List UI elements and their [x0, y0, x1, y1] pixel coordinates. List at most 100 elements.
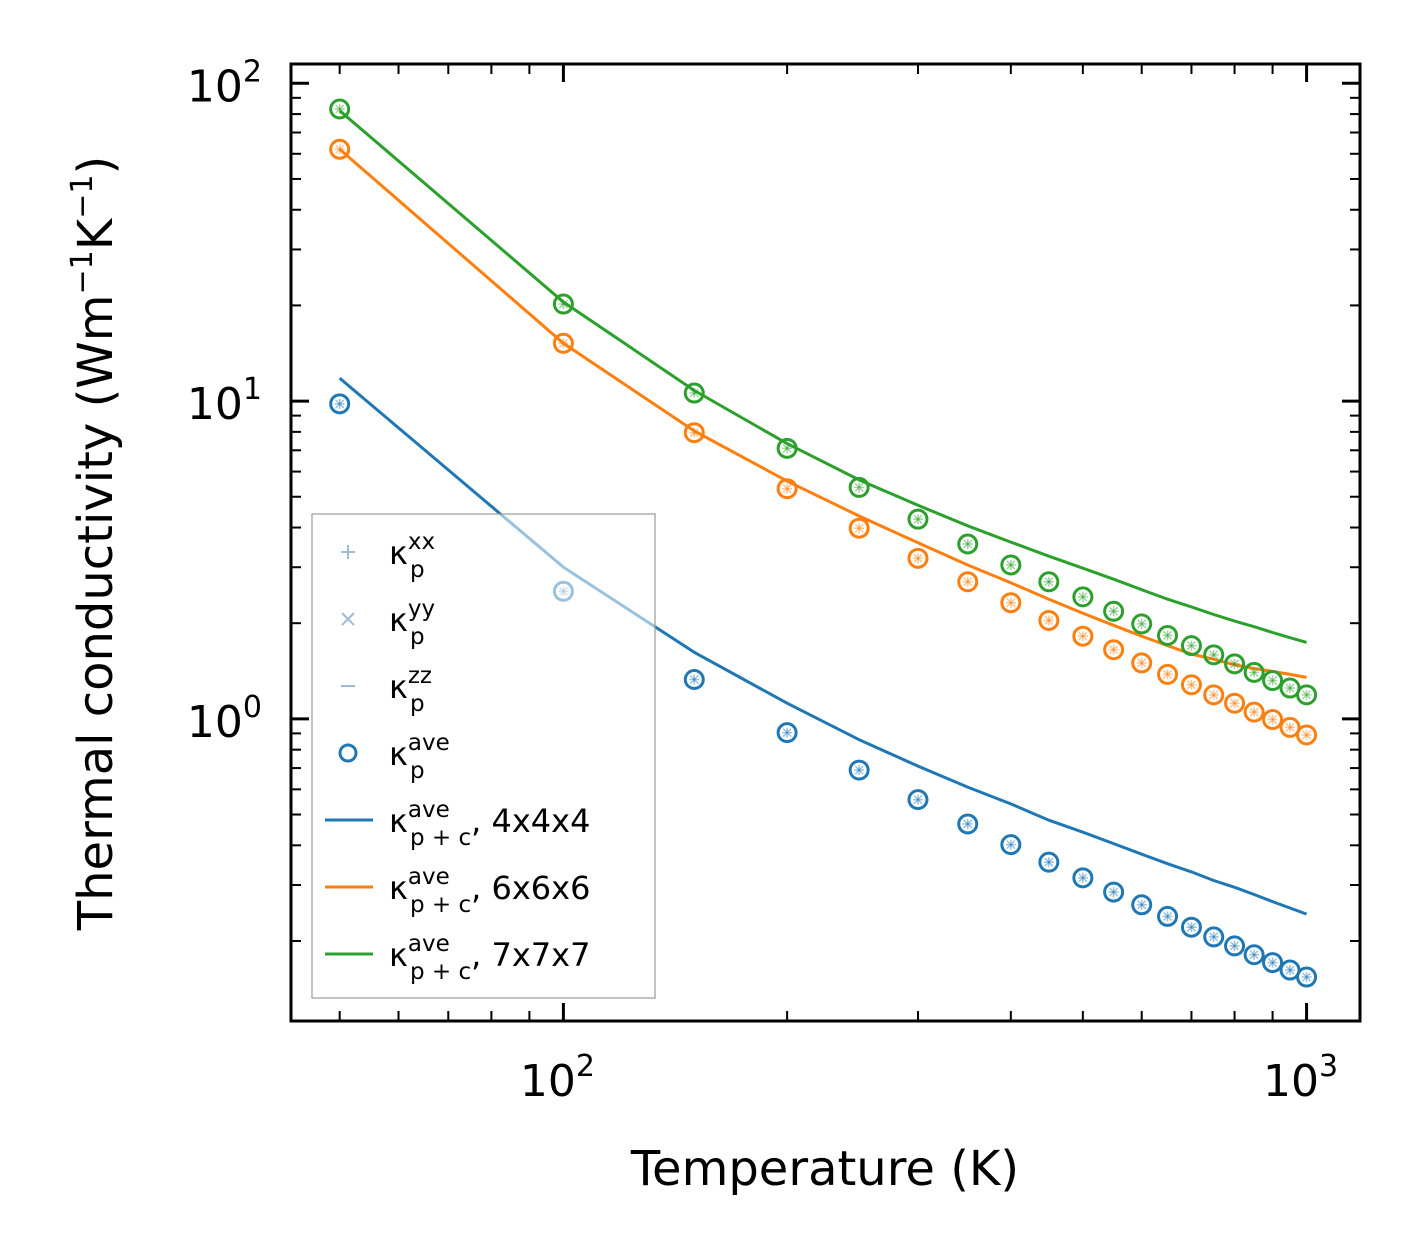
series-line: [338, 109, 1308, 644]
point-circle: [1103, 881, 1125, 903]
point-cross-b: [854, 523, 864, 533]
data-point: [1000, 592, 1022, 614]
data-point: [957, 813, 979, 835]
point-cross-b: [1230, 698, 1240, 708]
point-cross-a: [913, 553, 923, 563]
data-point: [1203, 684, 1225, 706]
point-cross-a: [1137, 658, 1147, 668]
point-circle: [1243, 701, 1265, 723]
point-circle: [329, 138, 351, 160]
point-circle: [1180, 635, 1202, 657]
point-cross-a: [1163, 669, 1173, 679]
point-cross-a: [335, 144, 345, 154]
point-circle: [329, 98, 351, 120]
point-cross-a: [1137, 619, 1147, 629]
point-circle: [1072, 586, 1094, 608]
data-point: [907, 547, 929, 569]
point-cross-a: [1209, 690, 1219, 700]
data-point: [1203, 926, 1225, 948]
point-circle: [1203, 644, 1225, 666]
data-point: [1243, 944, 1265, 966]
legend-frame: [311, 513, 656, 999]
point-cross-b: [1163, 669, 1173, 679]
point-circle: [1243, 661, 1265, 683]
data-point: [1131, 894, 1153, 916]
point-circle: [1157, 905, 1179, 927]
point-circle: [1157, 663, 1179, 685]
point-circle: [683, 382, 705, 404]
legend-label: κave p + c, 6x6x6: [389, 864, 590, 918]
point-cross-a: [1109, 606, 1119, 616]
point-circle: [776, 722, 798, 744]
point-circle: [1296, 966, 1318, 988]
point-cross-a: [1163, 911, 1173, 921]
data-point: [1180, 674, 1202, 696]
legend-label: κzz p: [389, 663, 432, 717]
point-cross-a: [1249, 707, 1259, 717]
data-point: [1157, 905, 1179, 927]
point-cross-a: [1230, 659, 1240, 669]
point-cross-b: [963, 577, 973, 587]
point-cross-a: [1268, 958, 1278, 968]
point-circle: [1180, 916, 1202, 938]
data-point: [1224, 653, 1246, 675]
point-circle: [848, 759, 870, 781]
data-point: [683, 422, 705, 444]
point-cross-b: [689, 674, 699, 685]
point-circle: [552, 332, 574, 354]
point-cross-a: [963, 577, 973, 587]
data-point: [776, 437, 798, 459]
point-cross-b: [1209, 932, 1219, 942]
point-cross-b: [1302, 972, 1312, 982]
point-circle: [1224, 653, 1246, 675]
data-point: [1296, 966, 1318, 988]
point-circle: [1000, 554, 1022, 576]
point-cross-b: [689, 388, 699, 398]
point-cross-b: [1163, 630, 1173, 640]
point-cross-a: [1268, 715, 1278, 725]
point-circle: [1157, 624, 1179, 646]
point-circle: [1038, 609, 1060, 631]
legend-label: κxx p: [389, 529, 435, 583]
point-cross-a: [1186, 641, 1196, 651]
y-axis-title: Thermal conductivity (Wm−1K−1): [65, 156, 124, 931]
point-cross-a: [1186, 922, 1196, 932]
point-cross-a: [1302, 690, 1312, 700]
legend-entry: κave p + c, 4x4x4: [325, 797, 590, 851]
point-cross-b: [1078, 873, 1088, 883]
point-cross-a: [1186, 680, 1196, 690]
point-circle: [1180, 674, 1202, 696]
data-point: [1000, 834, 1022, 856]
point-cross-a: [1109, 645, 1119, 655]
line-series-group: [338, 109, 1308, 916]
legend-entry: κave p + c, 7x7x7: [325, 931, 590, 985]
data-point: [1072, 625, 1094, 647]
y-axis-title-mid: K: [68, 217, 124, 250]
data-point: [1157, 624, 1179, 646]
y-axis-title-sup2: −1: [65, 175, 100, 219]
point-cross-b: [1249, 667, 1259, 677]
point-cross-b: [782, 484, 792, 494]
point-cross-a: [854, 523, 864, 533]
x-tick-label: 103: [1263, 1049, 1338, 1107]
y-tick-label: 100: [187, 690, 262, 748]
point-cross-b: [1186, 922, 1196, 932]
point-cross-b: [1268, 676, 1278, 686]
point-cross-a: [1006, 840, 1016, 850]
point-circle: [776, 478, 798, 500]
point-circle: [1296, 724, 1318, 746]
data-point: [1262, 952, 1284, 974]
legend-entry: κxx p: [341, 529, 435, 583]
point-cross-b: [1109, 645, 1119, 655]
point-cross-a: [782, 484, 792, 494]
point-cross-a: [1044, 857, 1054, 867]
point-cross-b: [1109, 887, 1119, 897]
point-cross-a: [689, 674, 699, 685]
point-circle: [1243, 944, 1265, 966]
point-circle: [848, 517, 870, 539]
legend-entry: κyy p: [341, 596, 435, 650]
x-axis-title: Temperature (K): [630, 1141, 1019, 1197]
point-circle: [1038, 571, 1060, 593]
point-cross-a: [1006, 560, 1016, 570]
point-cross-a: [782, 728, 792, 738]
